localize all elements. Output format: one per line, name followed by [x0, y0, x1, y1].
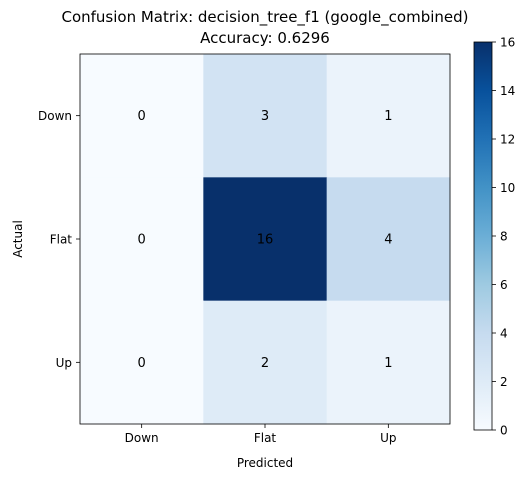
colorbar-tick-label: 12: [500, 133, 515, 147]
heatmap-cell: [80, 54, 204, 178]
cell-value-label: 1: [384, 109, 392, 124]
heatmap-cell: [326, 300, 451, 425]
colorbar-ticks: 0 2 4 6 8 10 12 14 16: [492, 36, 515, 438]
y-tick-label: Up: [56, 356, 72, 370]
cell-value-label: 1: [384, 356, 392, 371]
y-axis: Down Flat Up: [38, 109, 80, 370]
cell-value-label: 16: [257, 233, 274, 248]
colorbar-tick-label: 10: [500, 181, 515, 195]
colorbar-tick-label: 16: [500, 36, 515, 50]
x-axis-label: Predicted: [237, 456, 293, 470]
x-axis: Down Flat Up: [125, 424, 397, 445]
heatmap-cell: [80, 300, 204, 425]
cell-value-label: 4: [384, 233, 392, 248]
heatmap-cell: [203, 300, 328, 425]
chart-subtitle: Accuracy: 0.6296: [200, 29, 330, 47]
colorbar-tick-label: 4: [500, 327, 508, 341]
x-tick-label: Up: [380, 431, 396, 445]
colorbar-tick-label: 6: [500, 278, 508, 292]
cell-value-label: 0: [138, 356, 146, 371]
cell-value-label: 3: [261, 109, 269, 124]
heatmap-cell: [80, 177, 204, 302]
colorbar-tick-label: 14: [500, 84, 515, 98]
colorbar-tick-label: 0: [500, 424, 508, 438]
y-tick-label: Down: [38, 109, 72, 123]
y-axis-label: Actual: [11, 220, 25, 258]
cell-value-label: 2: [261, 356, 269, 371]
colorbar-tick-label: 8: [500, 230, 508, 244]
heatmap-cells: [80, 54, 451, 425]
cell-value-label: 0: [138, 233, 146, 248]
colorbar: [473, 41, 493, 431]
chart-title: Confusion Matrix: decision_tree_f1 (goog…: [61, 8, 468, 27]
x-tick-label: Down: [125, 431, 159, 445]
heatmap-cell: [203, 177, 328, 302]
heatmap-cell: [326, 54, 451, 178]
colorbar-tick-label: 2: [500, 375, 508, 389]
heatmap-cell: [203, 54, 328, 178]
heatmap-cell-labels: 0 3 1 0 16 4 0 2 1: [138, 109, 393, 371]
x-tick-label: Flat: [254, 431, 277, 445]
cell-value-label: 0: [138, 109, 146, 124]
heatmap-cell: [326, 177, 451, 302]
y-tick-label: Flat: [50, 233, 73, 247]
